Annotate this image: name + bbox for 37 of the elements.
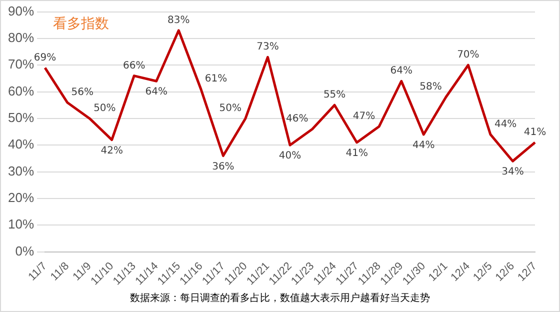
y-tick-label: 50% bbox=[8, 110, 34, 126]
data-label: 44% bbox=[494, 119, 517, 130]
y-tick-label: 70% bbox=[8, 56, 34, 72]
data-label: 83% bbox=[168, 15, 190, 26]
y-tick-label: 40% bbox=[8, 136, 34, 152]
y-tick-label: 80% bbox=[8, 30, 34, 46]
data-label: 55% bbox=[323, 90, 346, 101]
data-label: 50% bbox=[94, 103, 116, 114]
y-tick-label: 90% bbox=[8, 3, 34, 18]
data-label: 40% bbox=[278, 150, 302, 162]
y-tick-label: 20% bbox=[8, 190, 34, 206]
data-label: 46% bbox=[286, 114, 308, 125]
data-label: 70% bbox=[457, 50, 480, 61]
data-label: 64% bbox=[145, 86, 168, 98]
y-tick-label: 0% bbox=[15, 243, 34, 258]
x-tick-label: 12/1 bbox=[426, 260, 450, 284]
y-tick-label: 10% bbox=[8, 216, 34, 232]
y-tick-label: 30% bbox=[8, 163, 34, 178]
source-note: 数据来源：每日调查的看多占比，数值越大表示用户越看好当天走势 bbox=[129, 292, 431, 305]
data-label: 44% bbox=[412, 140, 435, 152]
data-label: 36% bbox=[212, 161, 234, 172]
data-label: 73% bbox=[256, 42, 279, 53]
data-label: 61% bbox=[204, 74, 228, 85]
data-label: 41% bbox=[524, 127, 546, 138]
data-label: 56% bbox=[71, 87, 94, 98]
data-label: 69% bbox=[34, 52, 56, 64]
chart-title: 看多指数 bbox=[53, 15, 109, 33]
data-label: 64% bbox=[390, 66, 412, 77]
data-label: 42% bbox=[100, 145, 123, 156]
data-label: 58% bbox=[420, 82, 442, 93]
data-label: 41% bbox=[346, 148, 368, 160]
data-label: 50% bbox=[219, 103, 242, 114]
data-label: 47% bbox=[352, 111, 376, 122]
data-label: 66% bbox=[122, 60, 146, 72]
y-tick-label: 60% bbox=[8, 83, 34, 98]
x-tick-label: 11/8 bbox=[48, 260, 72, 284]
data-label: 34% bbox=[502, 166, 524, 178]
